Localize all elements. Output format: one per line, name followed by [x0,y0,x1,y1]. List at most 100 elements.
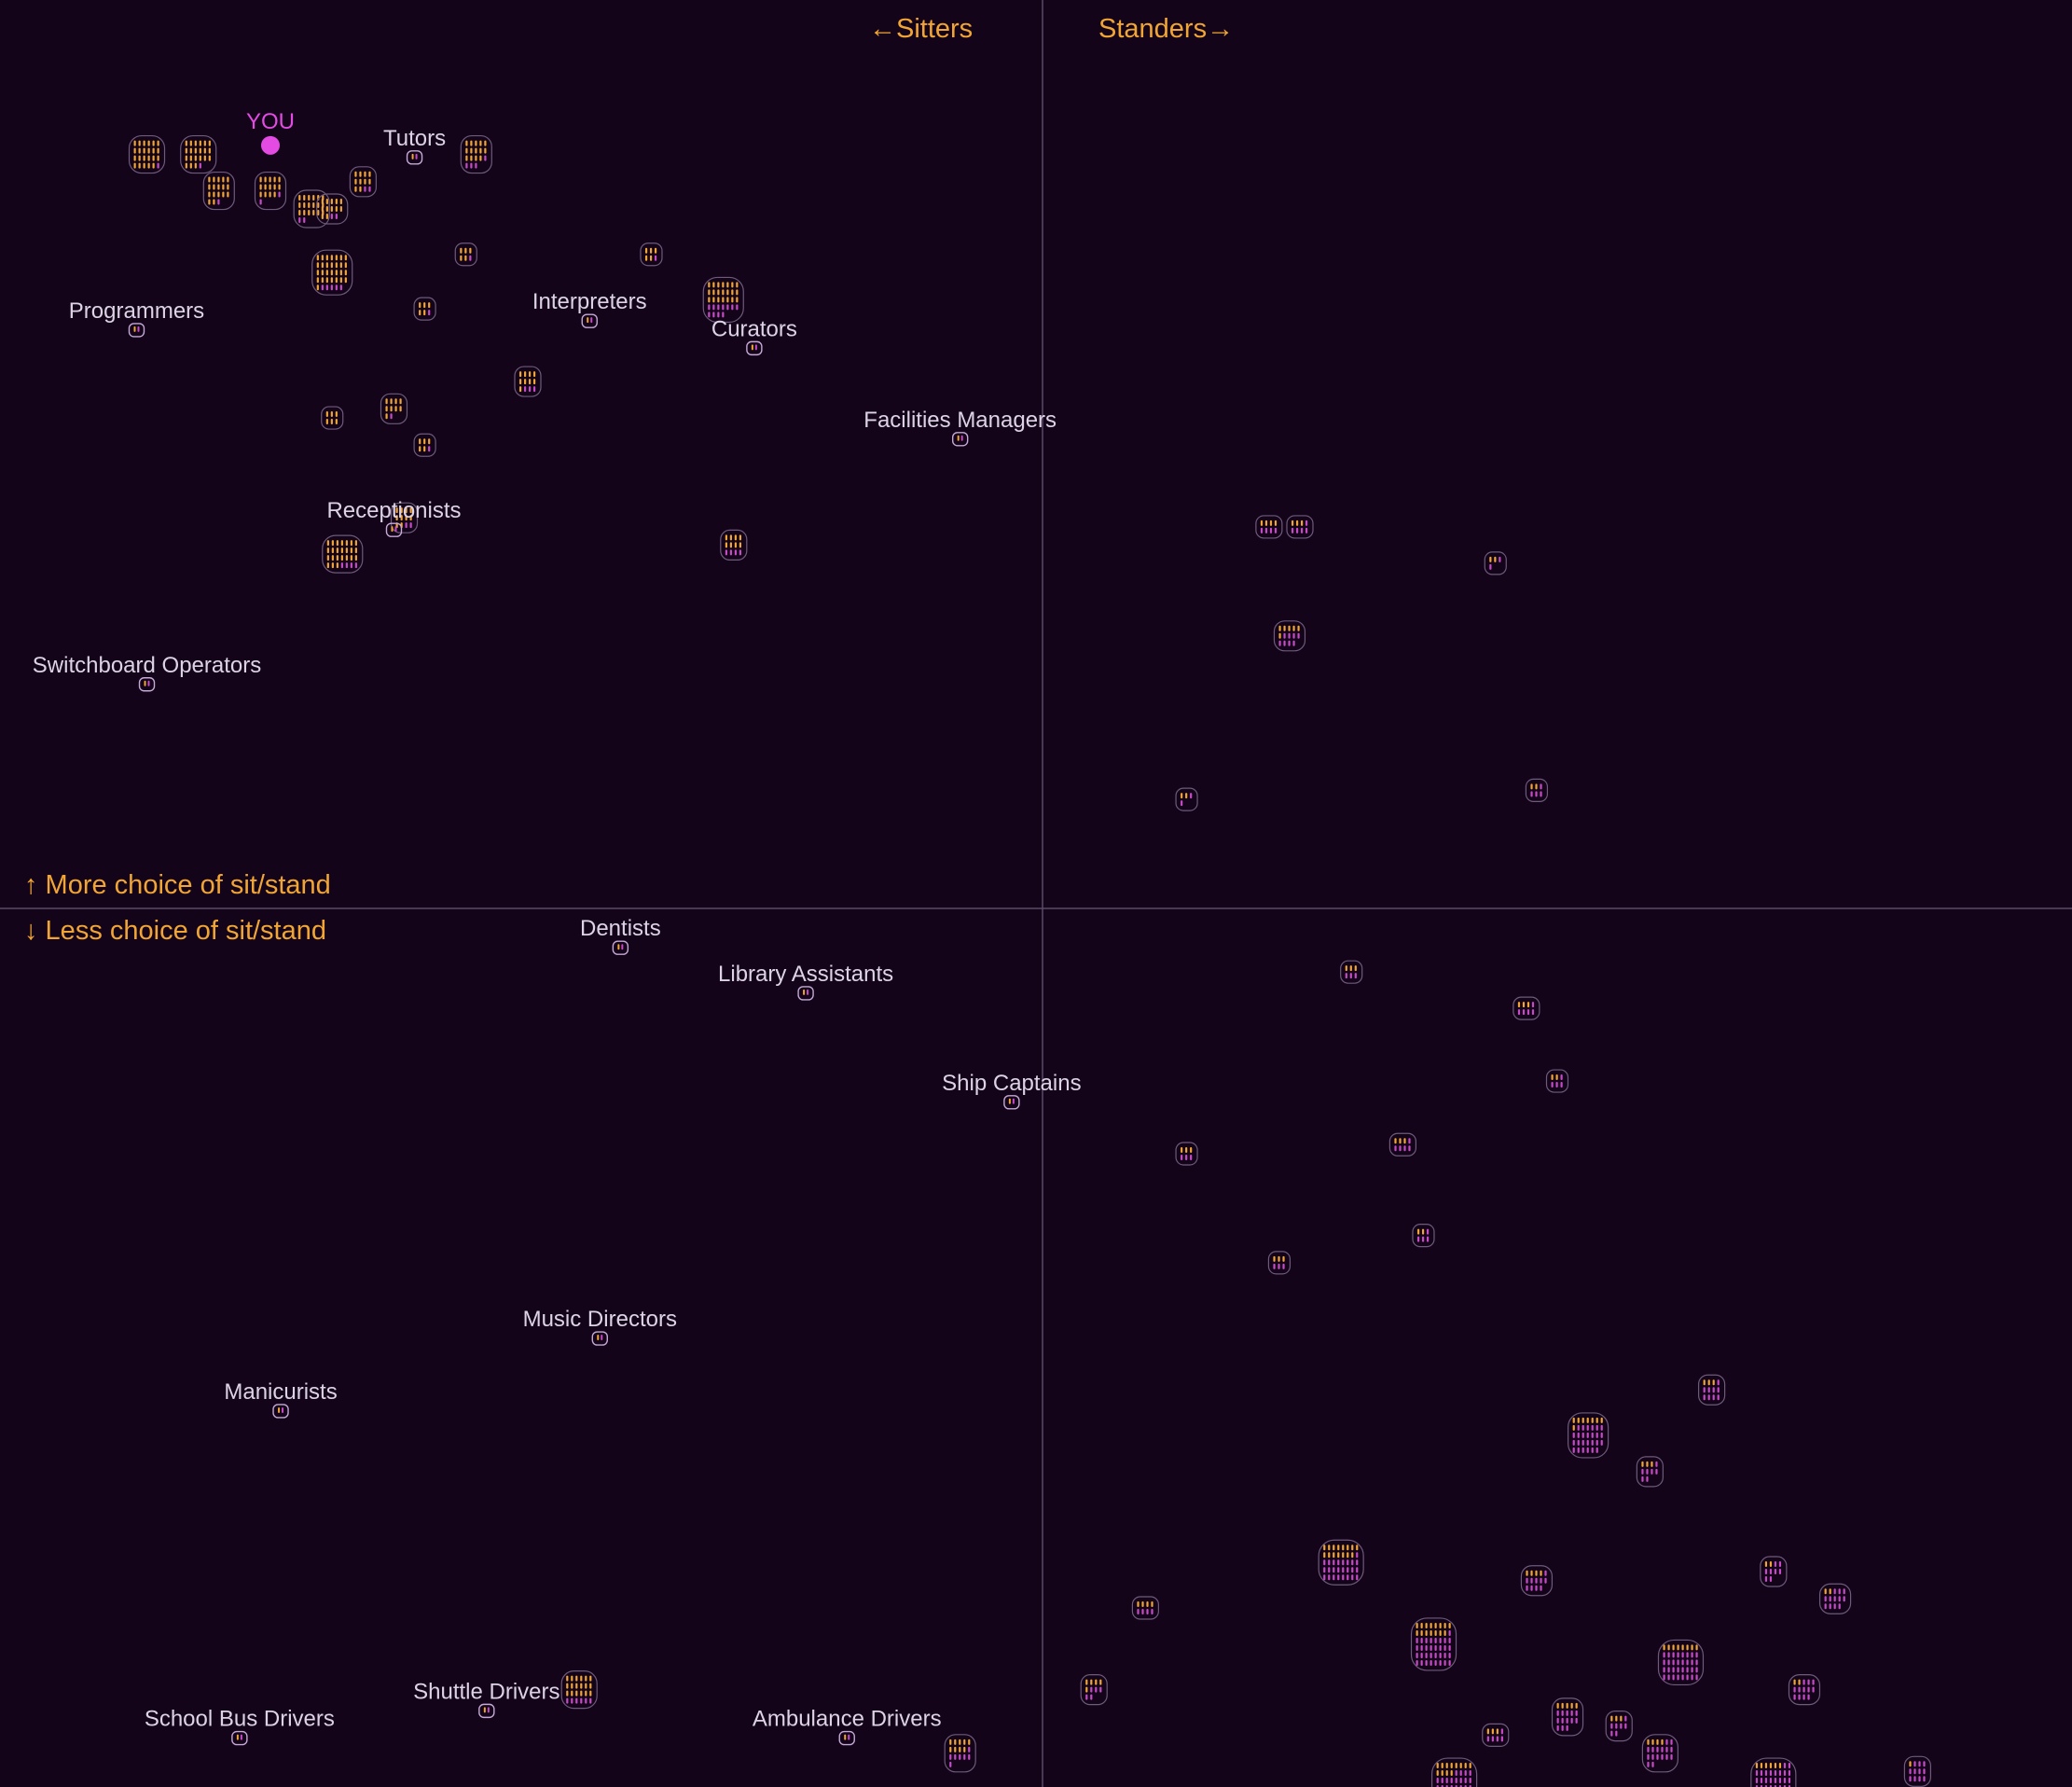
occupation-cluster[interactable] [1175,787,1198,811]
labeled-occupation[interactable]: Interpreters [532,289,647,328]
occupation-cluster[interactable] [560,1670,598,1710]
person-mark [1577,1439,1580,1446]
occupation-cluster[interactable] [720,529,748,561]
person-mark [350,540,352,547]
occupation-cluster[interactable] [1482,1723,1510,1747]
occupation-cluster[interactable] [293,189,330,229]
occupation-cluster[interactable] [180,134,217,174]
occupation-cluster[interactable] [1484,551,1507,575]
occupation-cluster[interactable] [460,134,492,174]
occupation-cluster[interactable] [1388,1132,1417,1157]
labeled-occupation[interactable]: Switchboard Operators [33,653,261,692]
occupation-cluster[interactable] [1525,778,1549,802]
occupation-cluster[interactable] [944,1734,976,1773]
labeled-occupation[interactable]: School Bus Drivers [145,1707,335,1746]
occupation-cluster[interactable] [413,433,436,457]
labeled-occupation[interactable]: Receptionists [326,498,462,537]
person-mark [1421,1228,1425,1235]
person-mark [1703,1387,1706,1393]
occupation-cluster[interactable] [1513,996,1540,1020]
occupation-cluster[interactable] [1605,1710,1633,1742]
occupation-cluster[interactable] [254,171,287,211]
person-mark [470,162,473,169]
person-mark [1282,1255,1285,1262]
occupation-cluster[interactable] [380,393,408,424]
occupation-cluster[interactable] [1551,1697,1584,1737]
person-mark [303,217,306,224]
labeled-occupation[interactable]: Tutors [383,126,446,165]
person-mark [465,147,468,154]
occupation-cluster[interactable] [1788,1674,1821,1706]
occupation-cluster[interactable] [390,502,419,533]
person-mark [428,438,431,445]
occupation-cluster[interactable] [1750,1757,1797,1787]
occupation-cluster[interactable] [349,166,377,198]
occupation-cluster[interactable] [1568,1412,1609,1459]
occupation-cluster[interactable] [413,297,436,321]
labeled-cluster-outline [272,1404,289,1419]
you-dot[interactable] [261,135,280,155]
occupation-cluster[interactable] [1545,1069,1569,1093]
labeled-occupation[interactable]: Ship Captains [942,1071,1082,1110]
occupation-cluster[interactable] [1255,515,1283,539]
occupation-cluster[interactable] [454,242,477,267]
person-mark [339,277,342,284]
person-mark [708,304,711,311]
labeled-occupation[interactable]: Manicurists [224,1379,338,1419]
occupation-cluster[interactable] [1431,1757,1478,1787]
person-mark [1778,1561,1782,1568]
occupation-cluster[interactable] [1657,1639,1705,1686]
occupation-cluster[interactable] [1286,515,1314,539]
occupation-cluster[interactable] [1818,1583,1852,1614]
person-mark [147,155,150,161]
labeled-occupation[interactable]: Library Assistants [718,962,893,1001]
occupation-cluster[interactable] [1080,1674,1108,1706]
occupation-cluster[interactable] [1412,1224,1435,1248]
occupation-cluster[interactable] [1318,1539,1364,1586]
person-mark [1430,1652,1432,1658]
labeled-occupation[interactable]: Programmers [69,298,204,338]
occupation-cluster[interactable] [321,406,344,430]
person-mark [1686,1667,1689,1673]
occupation-cluster[interactable] [1641,1734,1679,1773]
occupation-cluster[interactable] [1520,1565,1554,1597]
person-mark [133,140,136,146]
person-mark [731,289,734,296]
person-mark [1425,1644,1428,1651]
person-mark [1430,1644,1432,1651]
occupation-cluster[interactable] [311,249,353,296]
occupation-cluster[interactable] [1697,1374,1726,1406]
occupation-cluster[interactable] [316,193,349,225]
occupation-cluster[interactable] [702,276,744,324]
labeled-occupation[interactable]: Music Directors [523,1307,677,1346]
occupation-cluster[interactable] [1273,620,1306,652]
job-label: Music Directors [523,1307,677,1332]
person-mark [1812,1686,1815,1693]
occupation-cluster[interactable] [1340,960,1363,984]
person-mark [331,540,334,547]
occupation-cluster[interactable] [1903,1755,1932,1787]
occupation-cluster[interactable] [640,242,663,267]
labeled-occupation[interactable]: Curators [711,316,797,356]
person-mark [400,515,403,521]
person-mark [712,312,715,318]
person-mark [1798,1679,1801,1685]
occupation-cluster[interactable] [1410,1617,1457,1671]
occupation-cluster[interactable] [514,366,542,397]
occupation-cluster[interactable] [1760,1556,1788,1587]
occupation-cluster[interactable] [128,134,166,174]
person-mark [1651,1746,1654,1752]
occupation-cluster[interactable] [202,171,235,211]
occupation-cluster[interactable] [1636,1456,1664,1488]
occupation-cluster[interactable] [1131,1596,1160,1620]
labeled-occupation[interactable]: Dentists [580,916,661,955]
labeled-occupation[interactable]: Shuttle Drivers [413,1679,560,1719]
person-mark [1190,1154,1193,1160]
occupation-cluster[interactable] [322,534,364,574]
occupation-cluster[interactable] [1267,1251,1292,1275]
person-mark [1535,791,1538,797]
occupation-cluster[interactable] [1175,1142,1198,1166]
labeled-occupation[interactable]: Facilities Managers [863,408,1057,447]
person-mark [1181,800,1183,807]
labeled-occupation[interactable]: Ambulance Drivers [753,1707,942,1746]
